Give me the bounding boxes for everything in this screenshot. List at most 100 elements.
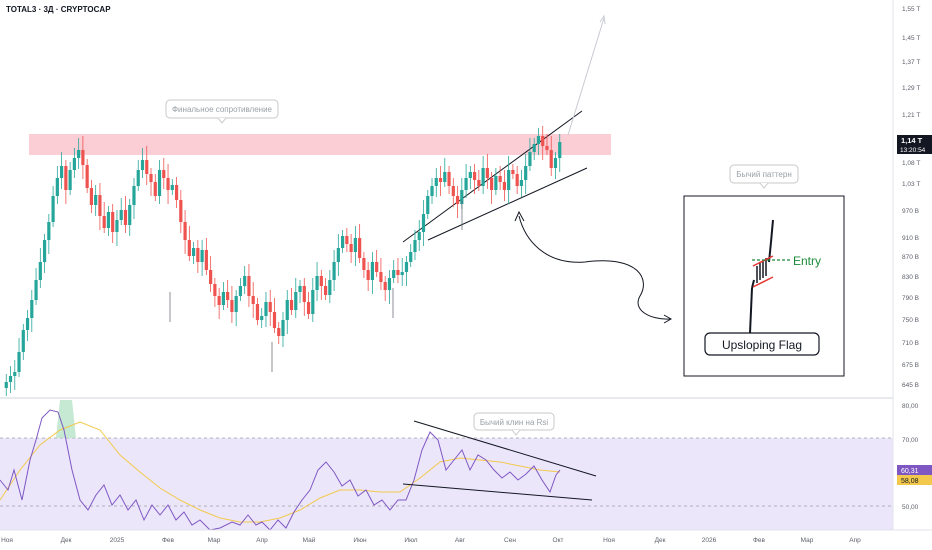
candle-body[interactable] <box>315 276 319 290</box>
candle-body[interactable] <box>38 262 42 280</box>
candle-body[interactable] <box>34 280 38 300</box>
candle-body[interactable] <box>106 212 111 228</box>
candle-body[interactable] <box>174 185 179 200</box>
candle-body[interactable] <box>490 178 494 190</box>
candle-body[interactable] <box>234 296 238 312</box>
candle-body[interactable] <box>375 262 379 272</box>
candle-body[interactable] <box>128 205 132 225</box>
candle-body[interactable] <box>392 270 396 278</box>
candle-body[interactable] <box>94 195 98 205</box>
candle-body[interactable] <box>47 222 51 240</box>
candle-body[interactable] <box>558 142 562 158</box>
candle-body[interactable] <box>400 272 404 275</box>
candle-body[interactable] <box>162 170 166 178</box>
candle-body[interactable] <box>426 196 430 214</box>
candle-body[interactable] <box>119 210 123 220</box>
candle-body[interactable] <box>183 222 187 240</box>
candle-body[interactable] <box>200 250 204 262</box>
candle-body[interactable] <box>319 276 323 286</box>
candle-body[interactable] <box>226 292 230 300</box>
candle-body[interactable] <box>383 282 387 290</box>
candle-body[interactable] <box>238 286 243 296</box>
candle-body[interactable] <box>196 248 200 262</box>
channel-lower-line[interactable] <box>427 167 588 241</box>
candle-body[interactable] <box>298 286 302 292</box>
candle-body[interactable] <box>145 160 149 174</box>
candle-body[interactable] <box>149 174 153 182</box>
candle-body[interactable] <box>213 284 217 296</box>
candle-body[interactable] <box>17 352 21 372</box>
candle-body[interactable] <box>443 172 447 182</box>
candle-body[interactable] <box>302 286 306 302</box>
candle-body[interactable] <box>230 300 234 312</box>
candle-body[interactable] <box>247 276 251 296</box>
candle-body[interactable] <box>51 196 55 222</box>
candle-body[interactable] <box>464 178 468 190</box>
candle-body[interactable] <box>272 312 277 328</box>
candle-body[interactable] <box>511 170 515 174</box>
candle-body[interactable] <box>336 248 340 262</box>
candle-body[interactable] <box>545 146 549 150</box>
candle-body[interactable] <box>136 170 140 186</box>
candle-body[interactable] <box>358 238 362 258</box>
candle-body[interactable] <box>477 180 481 186</box>
candle-body[interactable] <box>8 376 13 382</box>
candle-body[interactable] <box>98 195 102 216</box>
candle-body[interactable] <box>289 300 294 310</box>
candle-body[interactable] <box>277 328 281 336</box>
candle-body[interactable] <box>89 188 94 205</box>
candle-body[interactable] <box>396 270 400 275</box>
price-axis[interactable]: 1,55 T 1,45 T 1,37 T 1,29 T 1,21 T 1,08 T 1,03… <box>892 0 932 530</box>
candle-body[interactable] <box>115 220 119 232</box>
candle-body[interactable] <box>4 382 8 388</box>
candle-body[interactable] <box>187 240 191 256</box>
candle-body[interactable] <box>209 270 213 284</box>
candle-body[interactable] <box>541 136 545 146</box>
candle-body[interactable] <box>132 186 136 205</box>
candle-body[interactable] <box>281 320 285 336</box>
candle-body[interactable] <box>362 258 366 270</box>
candle-body[interactable] <box>528 152 532 166</box>
candle-body[interactable] <box>472 172 477 180</box>
candle-body[interactable] <box>549 150 553 168</box>
candle-body[interactable] <box>264 302 268 316</box>
candle-body[interactable] <box>140 160 145 170</box>
candle-body[interactable] <box>157 170 162 196</box>
candle-body[interactable] <box>345 236 349 244</box>
candle-body[interactable] <box>366 270 370 280</box>
candle-body[interactable] <box>221 292 225 305</box>
candle-body[interactable] <box>460 190 464 204</box>
candle-body[interactable] <box>507 170 511 190</box>
candle-body[interactable] <box>204 250 208 270</box>
channel-upper-line[interactable] <box>402 110 583 243</box>
candles[interactable] <box>4 126 562 396</box>
candle-body[interactable] <box>68 170 72 190</box>
candle-body[interactable] <box>123 210 128 225</box>
candle-body[interactable] <box>285 300 289 320</box>
candle-body[interactable] <box>81 150 85 165</box>
candle-body[interactable] <box>447 172 451 186</box>
candle-body[interactable] <box>553 158 558 168</box>
candle-body[interactable] <box>55 178 59 196</box>
candle-body[interactable] <box>102 216 106 228</box>
candle-body[interactable] <box>370 262 375 280</box>
candle-body[interactable] <box>323 286 328 295</box>
rsi-wedge-upper[interactable] <box>413 420 597 477</box>
candle-body[interactable] <box>191 248 196 256</box>
candle-body[interactable] <box>268 302 272 312</box>
candle-body[interactable] <box>260 316 264 320</box>
candle-body[interactable] <box>30 300 34 318</box>
candle-body[interactable] <box>217 296 221 305</box>
candle-body[interactable] <box>494 176 498 190</box>
candle-body[interactable] <box>60 166 64 178</box>
candle-body[interactable] <box>481 168 485 186</box>
candle-body[interactable] <box>468 172 472 178</box>
candle-body[interactable] <box>255 304 260 320</box>
candle-body[interactable] <box>111 212 115 232</box>
candle-body[interactable] <box>455 196 460 204</box>
candle-body[interactable] <box>328 280 332 295</box>
candle-body[interactable] <box>77 150 81 158</box>
candle-body[interactable] <box>179 200 183 222</box>
candle-body[interactable] <box>417 232 421 240</box>
